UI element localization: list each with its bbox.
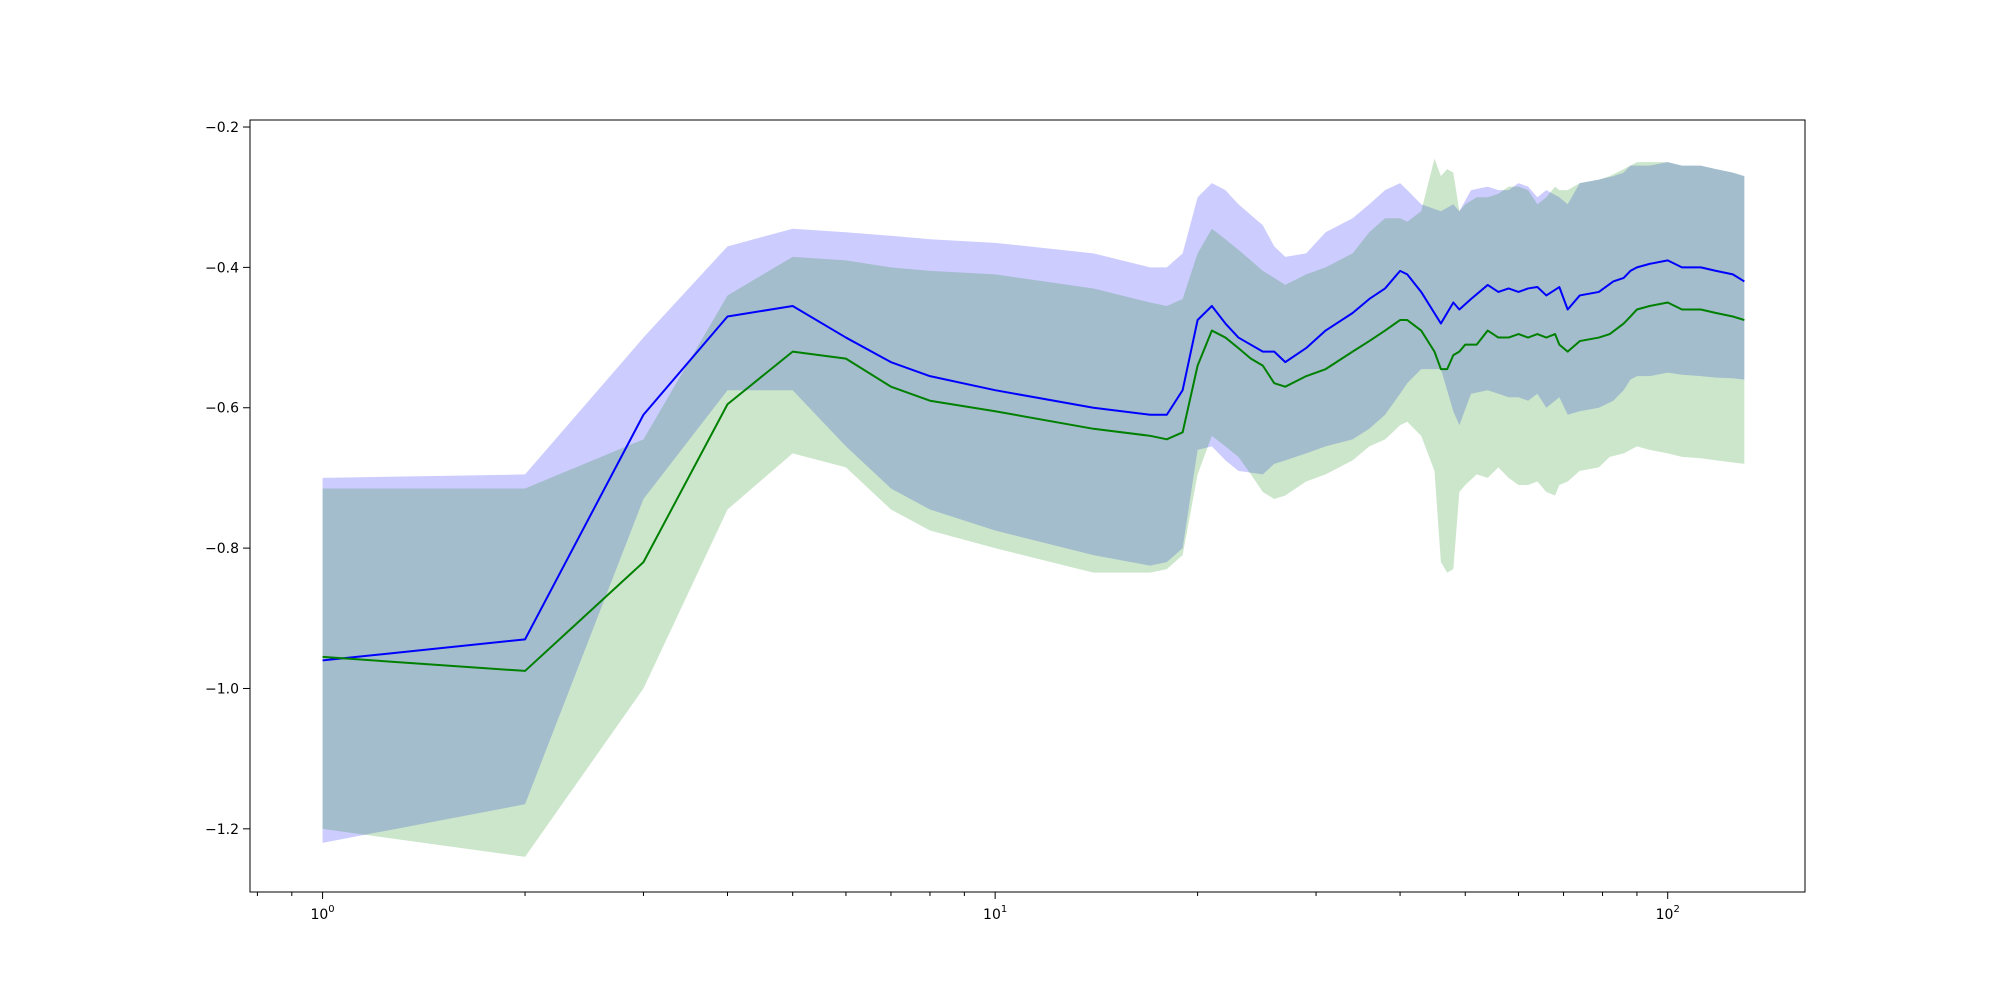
y-tick-label: −0.4: [205, 260, 239, 276]
axes: [249, 119, 1806, 893]
series-1-band: [322, 162, 1745, 843]
plot-frame: [249, 119, 1806, 893]
y-tick-label: −0.6: [205, 401, 239, 417]
series-1-line: [322, 259, 1745, 662]
y-tick-label: −1.0: [205, 681, 239, 697]
y-tick-label: −0.8: [205, 541, 239, 557]
series-2-line: [322, 301, 1745, 672]
x-tick-label: 102: [1656, 904, 1680, 923]
y-axis-ticks: −1.2 −1.0 −0.8 −0.6 −0.4 −0.2: [205, 120, 250, 838]
x-axis-ticks: 100 101 102: [256, 892, 1680, 923]
series-lines: [322, 259, 1745, 672]
confidence-bands: [322, 158, 1745, 857]
x-tick-label: 100: [310, 904, 334, 923]
y-tick-label: −1.2: [205, 822, 239, 838]
series-2-band: [322, 158, 1745, 857]
y-tick-label: −0.2: [205, 120, 239, 136]
x-tick-label: 101: [983, 904, 1007, 923]
